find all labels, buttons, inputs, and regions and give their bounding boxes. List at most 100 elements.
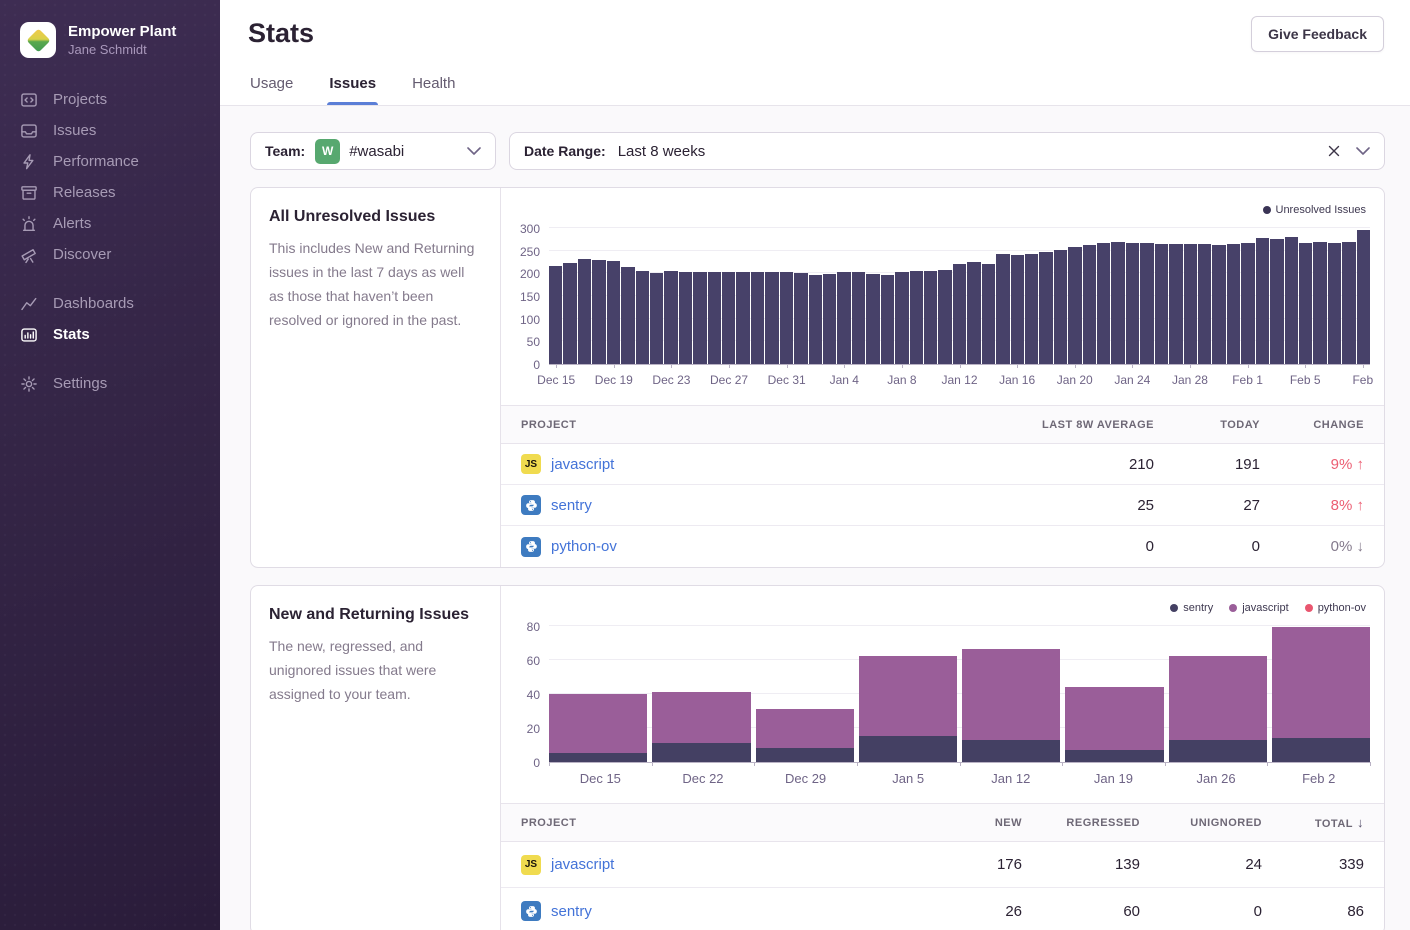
org-switcher[interactable]: Empower Plant Jane Schmidt <box>0 0 220 58</box>
stacked-bar <box>652 692 751 762</box>
bar-segment-sentry <box>1065 750 1164 762</box>
bar <box>1255 238 1270 364</box>
x-tick-label: Jan 20 <box>1056 373 1093 387</box>
y-tick-label: 100 <box>519 312 540 327</box>
x-axis: Dec 15 Dec 19 Dec 23 Dec 27 Dec 31 Jan 4 Jan 8… <box>537 365 1374 393</box>
stats-icon <box>20 326 38 344</box>
stacked-bar <box>549 693 648 762</box>
bar <box>1183 243 1197 364</box>
bar <box>1270 238 1284 364</box>
sidebar-item-dashboards[interactable]: Dashboards <box>0 288 220 319</box>
stacked-bar <box>1168 656 1267 762</box>
project-link[interactable]: javascript <box>551 856 615 873</box>
bar <box>1068 246 1082 364</box>
discover-icon <box>20 246 38 264</box>
issues-icon <box>20 122 38 140</box>
bar-segment-javascript <box>1271 627 1370 739</box>
page-header: Stats Give Feedback Usage Issues Health <box>220 0 1410 106</box>
bar <box>794 273 808 364</box>
sidebar-item-performance[interactable]: Performance <box>0 146 220 177</box>
sidebar-item-label: Stats <box>53 326 90 343</box>
bar <box>649 272 664 364</box>
project-cell: sentry <box>521 901 902 921</box>
y-tick-label: 40 <box>526 687 540 702</box>
sidebar-group: Dashboards Stats <box>0 288 220 350</box>
bar-segment-javascript <box>1168 656 1267 740</box>
legend-item-unresolved-issues[interactable]: Unresolved Issues <box>1262 204 1366 216</box>
bar <box>952 264 967 364</box>
panel-description: New and Returning Issues The new, regres… <box>251 586 501 930</box>
value-cell: 0 <box>1253 902 1262 920</box>
sidebar-item-issues[interactable]: Issues <box>0 115 220 146</box>
tab-health[interactable]: Health <box>410 75 457 105</box>
clear-icon[interactable] <box>1328 145 1340 157</box>
give-feedback-button[interactable]: Give Feedback <box>1251 16 1384 52</box>
y-tick-label: 80 <box>526 619 540 634</box>
sidebar-item-settings[interactable]: Settings <box>0 368 220 399</box>
javascript-platform-icon: JS <box>521 454 541 474</box>
panel-description: All Unresolved Issues This includes New … <box>251 188 501 567</box>
legend-dot-icon <box>1229 604 1238 612</box>
unresolved-issues-table: PROJECT LAST 8W AVERAGE TODAY CHANGE JS javas… <box>501 405 1384 567</box>
panel-title: New and Returning Issues <box>269 606 470 623</box>
sidebar-item-alerts[interactable]: Alerts <box>0 208 220 239</box>
page-title: Stats <box>248 18 315 48</box>
column-header-total[interactable]: TOTAL ↓ <box>1314 815 1364 830</box>
chevron-down-icon[interactable] <box>467 147 481 155</box>
tab-issues[interactable]: Issues <box>327 75 378 105</box>
y-tick-label: 200 <box>519 267 540 282</box>
sidebar-item-label: Releases <box>53 184 116 201</box>
x-tick-label: Feb <box>1352 373 1374 387</box>
dashboards-icon <box>20 295 38 313</box>
bar-segment-sentry <box>652 743 751 762</box>
legend-dot-icon <box>1304 604 1313 612</box>
bar <box>1097 243 1111 364</box>
projects-icon <box>20 91 38 109</box>
project-link[interactable]: sentry <box>551 496 592 514</box>
y-tick-label: 300 <box>519 222 540 237</box>
org-logo <box>20 22 56 58</box>
stacked-bar <box>1065 686 1164 762</box>
new-returning-issues-table: PROJECT NEW REGRESSED UNIGNORED TOTAL ↓ JS java… <box>501 803 1384 930</box>
y-tick-label: 20 <box>526 721 540 736</box>
legend-label: sentry <box>1183 602 1214 614</box>
bar <box>707 272 722 364</box>
bar <box>1284 236 1298 364</box>
sidebar-item-releases[interactable]: Releases <box>0 177 220 208</box>
project-link[interactable]: javascript <box>551 455 615 473</box>
sidebar-item-discover[interactable]: Discover <box>0 239 220 270</box>
table-row: JS javascript 210 191 9% ↑ <box>501 444 1384 485</box>
date-range-select[interactable]: Date Range: Last 8 weeks <box>509 132 1385 170</box>
chevron-down-icon[interactable] <box>1356 147 1370 155</box>
sidebar-item-projects[interactable]: Projects <box>0 84 220 115</box>
panel-description-text: The new, regressed, and unignored issues… <box>269 638 437 702</box>
bar <box>823 273 837 364</box>
legend-item-sentry[interactable]: sentry <box>1170 602 1213 614</box>
value-cell: 86 <box>1347 902 1364 920</box>
sidebar-item-label: Dashboards <box>53 295 134 312</box>
tab-usage[interactable]: Usage <box>248 75 295 105</box>
python-platform-icon <box>521 901 541 921</box>
x-tick-label: Dec 27 <box>710 373 749 387</box>
legend-dot-icon <box>1170 604 1179 612</box>
bar-segment-sentry <box>1271 738 1370 762</box>
legend-item-javascript[interactable]: javascript <box>1229 602 1289 614</box>
sidebar: Empower Plant Jane Schmidt Projects Issue… <box>0 0 220 930</box>
bar-segment-javascript <box>755 709 854 749</box>
bar <box>923 270 938 364</box>
team-select[interactable]: Team: W #wasabi <box>250 132 496 170</box>
bar <box>1313 242 1327 364</box>
project-link[interactable]: python-ov <box>551 538 617 555</box>
bar <box>736 272 750 364</box>
x-tick-label: Jan 16 <box>999 373 1036 387</box>
y-tick-label: 60 <box>526 653 540 668</box>
column-header-new: NEW <box>994 816 1022 829</box>
bar <box>577 259 592 364</box>
bar-segment-sentry <box>858 736 957 762</box>
sidebar-item-label: Alerts <box>53 215 92 232</box>
legend-item-python-ov[interactable]: python-ov <box>1304 602 1366 614</box>
project-link[interactable]: sentry <box>551 902 592 920</box>
x-tick-label: Dec 23 <box>652 373 691 387</box>
sidebar-item-stats[interactable]: Stats <box>0 319 220 350</box>
settings-icon <box>20 375 38 393</box>
